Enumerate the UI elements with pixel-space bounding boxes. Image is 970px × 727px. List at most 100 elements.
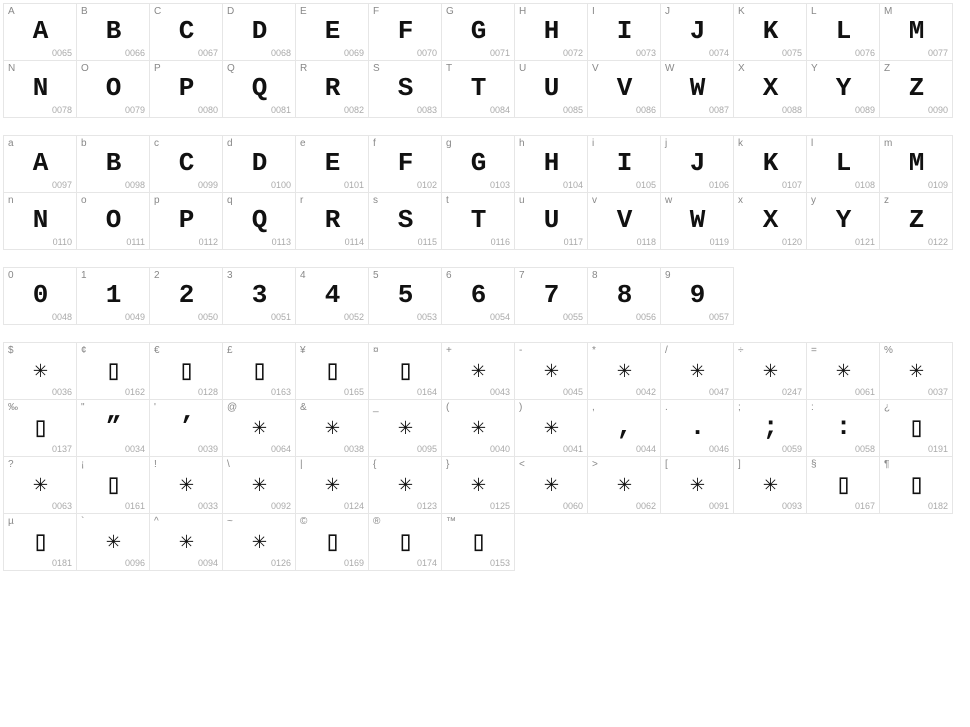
glyph-cell[interactable]: ¤0164 xyxy=(368,342,442,400)
glyph-cell[interactable]: ..0046 xyxy=(660,399,734,457)
glyph-cell[interactable]: 770055 xyxy=(514,267,588,325)
glyph-cell[interactable]: VV0086 xyxy=(587,60,661,118)
glyph-cell[interactable]: &0038 xyxy=(295,399,369,457)
glyph-cell[interactable]: GG0071 xyxy=(441,3,515,61)
glyph-cell[interactable]: iI0105 xyxy=(587,135,661,193)
glyph-cell[interactable]: ¢0162 xyxy=(76,342,150,400)
glyph-cell[interactable]: ,,0044 xyxy=(587,399,661,457)
glyph-cell[interactable]: |0124 xyxy=(295,456,369,514)
glyph-cell[interactable]: YY0089 xyxy=(806,60,880,118)
glyph-cell[interactable]: !0033 xyxy=(149,456,223,514)
glyph-cell[interactable]: \0092 xyxy=(222,456,296,514)
glyph-cell[interactable]: ¡0161 xyxy=(76,456,150,514)
glyph-cell[interactable]: II0073 xyxy=(587,3,661,61)
glyph-cell[interactable]: fF0102 xyxy=(368,135,442,193)
glyph-cell[interactable]: @0064 xyxy=(222,399,296,457)
glyph-cell[interactable]: ^0094 xyxy=(149,513,223,571)
glyph-cell[interactable]: §0167 xyxy=(806,456,880,514)
glyph-cell[interactable]: 550053 xyxy=(368,267,442,325)
glyph-cell[interactable]: ::0058 xyxy=(806,399,880,457)
glyph-cell[interactable]: *0042 xyxy=(587,342,661,400)
glyph-cell[interactable]: MM0077 xyxy=(879,3,953,61)
glyph-cell[interactable]: uU0117 xyxy=(514,192,588,250)
glyph-cell[interactable]: >0062 xyxy=(587,456,661,514)
glyph-cell[interactable]: CC0067 xyxy=(149,3,223,61)
glyph-cell[interactable]: jJ0106 xyxy=(660,135,734,193)
glyph-cell[interactable]: }0125 xyxy=(441,456,515,514)
glyph-cell[interactable]: pP0112 xyxy=(149,192,223,250)
glyph-cell[interactable]: KK0075 xyxy=(733,3,807,61)
glyph-cell[interactable]: ‰0137 xyxy=(3,399,77,457)
glyph-cell[interactable]: aA0097 xyxy=(3,135,77,193)
glyph-cell[interactable]: kK0107 xyxy=(733,135,807,193)
glyph-cell[interactable]: dD0100 xyxy=(222,135,296,193)
glyph-cell[interactable]: 440052 xyxy=(295,267,369,325)
glyph-cell[interactable]: QQ0081 xyxy=(222,60,296,118)
glyph-cell[interactable]: hH0104 xyxy=(514,135,588,193)
glyph-cell[interactable]: ~0126 xyxy=(222,513,296,571)
glyph-cell[interactable]: TT0084 xyxy=(441,60,515,118)
glyph-cell[interactable]: (0040 xyxy=(441,399,515,457)
glyph-cell[interactable]: '’0039 xyxy=(149,399,223,457)
glyph-cell[interactable]: RR0082 xyxy=(295,60,369,118)
glyph-cell[interactable]: wW0119 xyxy=(660,192,734,250)
glyph-cell[interactable]: ?0063 xyxy=(3,456,77,514)
glyph-cell[interactable]: µ0181 xyxy=(3,513,77,571)
glyph-cell[interactable]: tT0116 xyxy=(441,192,515,250)
glyph-cell[interactable]: AA0065 xyxy=(3,3,77,61)
glyph-cell[interactable]: 110049 xyxy=(76,267,150,325)
glyph-cell[interactable]: 660054 xyxy=(441,267,515,325)
glyph-cell[interactable]: =0061 xyxy=(806,342,880,400)
glyph-cell[interactable]: EE0069 xyxy=(295,3,369,61)
glyph-cell[interactable]: cC0099 xyxy=(149,135,223,193)
glyph-cell[interactable]: DD0068 xyxy=(222,3,296,61)
glyph-cell[interactable]: WW0087 xyxy=(660,60,734,118)
glyph-cell[interactable]: nN0110 xyxy=(3,192,77,250)
glyph-cell[interactable]: qQ0113 xyxy=(222,192,296,250)
glyph-cell[interactable]: oO0111 xyxy=(76,192,150,250)
glyph-cell[interactable]: HH0072 xyxy=(514,3,588,61)
glyph-cell[interactable]: _0095 xyxy=(368,399,442,457)
glyph-cell[interactable]: [0091 xyxy=(660,456,734,514)
glyph-cell[interactable]: gG0103 xyxy=(441,135,515,193)
glyph-cell[interactable]: vV0118 xyxy=(587,192,661,250)
glyph-cell[interactable]: €0128 xyxy=(149,342,223,400)
glyph-cell[interactable]: ]0093 xyxy=(733,456,807,514)
glyph-cell[interactable]: 220050 xyxy=(149,267,223,325)
glyph-cell[interactable]: %0037 xyxy=(879,342,953,400)
glyph-cell[interactable]: {0123 xyxy=(368,456,442,514)
glyph-cell[interactable]: -0045 xyxy=(514,342,588,400)
glyph-cell[interactable]: ÷0247 xyxy=(733,342,807,400)
glyph-cell[interactable]: SS0083 xyxy=(368,60,442,118)
glyph-cell[interactable]: sS0115 xyxy=(368,192,442,250)
glyph-cell[interactable]: OO0079 xyxy=(76,60,150,118)
glyph-cell[interactable]: <0060 xyxy=(514,456,588,514)
glyph-cell[interactable]: +0043 xyxy=(441,342,515,400)
glyph-cell[interactable]: 000048 xyxy=(3,267,77,325)
glyph-cell[interactable]: BB0066 xyxy=(76,3,150,61)
glyph-cell[interactable]: ¿0191 xyxy=(879,399,953,457)
glyph-cell[interactable]: ZZ0090 xyxy=(879,60,953,118)
glyph-cell[interactable]: NN0078 xyxy=(3,60,77,118)
glyph-cell[interactable]: bB0098 xyxy=(76,135,150,193)
glyph-cell[interactable]: eE0101 xyxy=(295,135,369,193)
glyph-cell[interactable]: /0047 xyxy=(660,342,734,400)
glyph-cell[interactable]: JJ0074 xyxy=(660,3,734,61)
glyph-cell[interactable]: LL0076 xyxy=(806,3,880,61)
glyph-cell[interactable]: rR0114 xyxy=(295,192,369,250)
glyph-cell[interactable]: lL0108 xyxy=(806,135,880,193)
glyph-cell[interactable]: ¶0182 xyxy=(879,456,953,514)
glyph-cell[interactable]: `0096 xyxy=(76,513,150,571)
glyph-cell[interactable]: £0163 xyxy=(222,342,296,400)
glyph-cell[interactable]: zZ0122 xyxy=(879,192,953,250)
glyph-cell[interactable]: XX0088 xyxy=(733,60,807,118)
glyph-cell[interactable]: 990057 xyxy=(660,267,734,325)
glyph-cell[interactable]: ¥0165 xyxy=(295,342,369,400)
glyph-cell[interactable]: UU0085 xyxy=(514,60,588,118)
glyph-cell[interactable]: FF0070 xyxy=(368,3,442,61)
glyph-cell[interactable]: ™0153 xyxy=(441,513,515,571)
glyph-cell[interactable]: PP0080 xyxy=(149,60,223,118)
glyph-cell[interactable]: 330051 xyxy=(222,267,296,325)
glyph-cell[interactable]: ©0169 xyxy=(295,513,369,571)
glyph-cell[interactable]: mM0109 xyxy=(879,135,953,193)
